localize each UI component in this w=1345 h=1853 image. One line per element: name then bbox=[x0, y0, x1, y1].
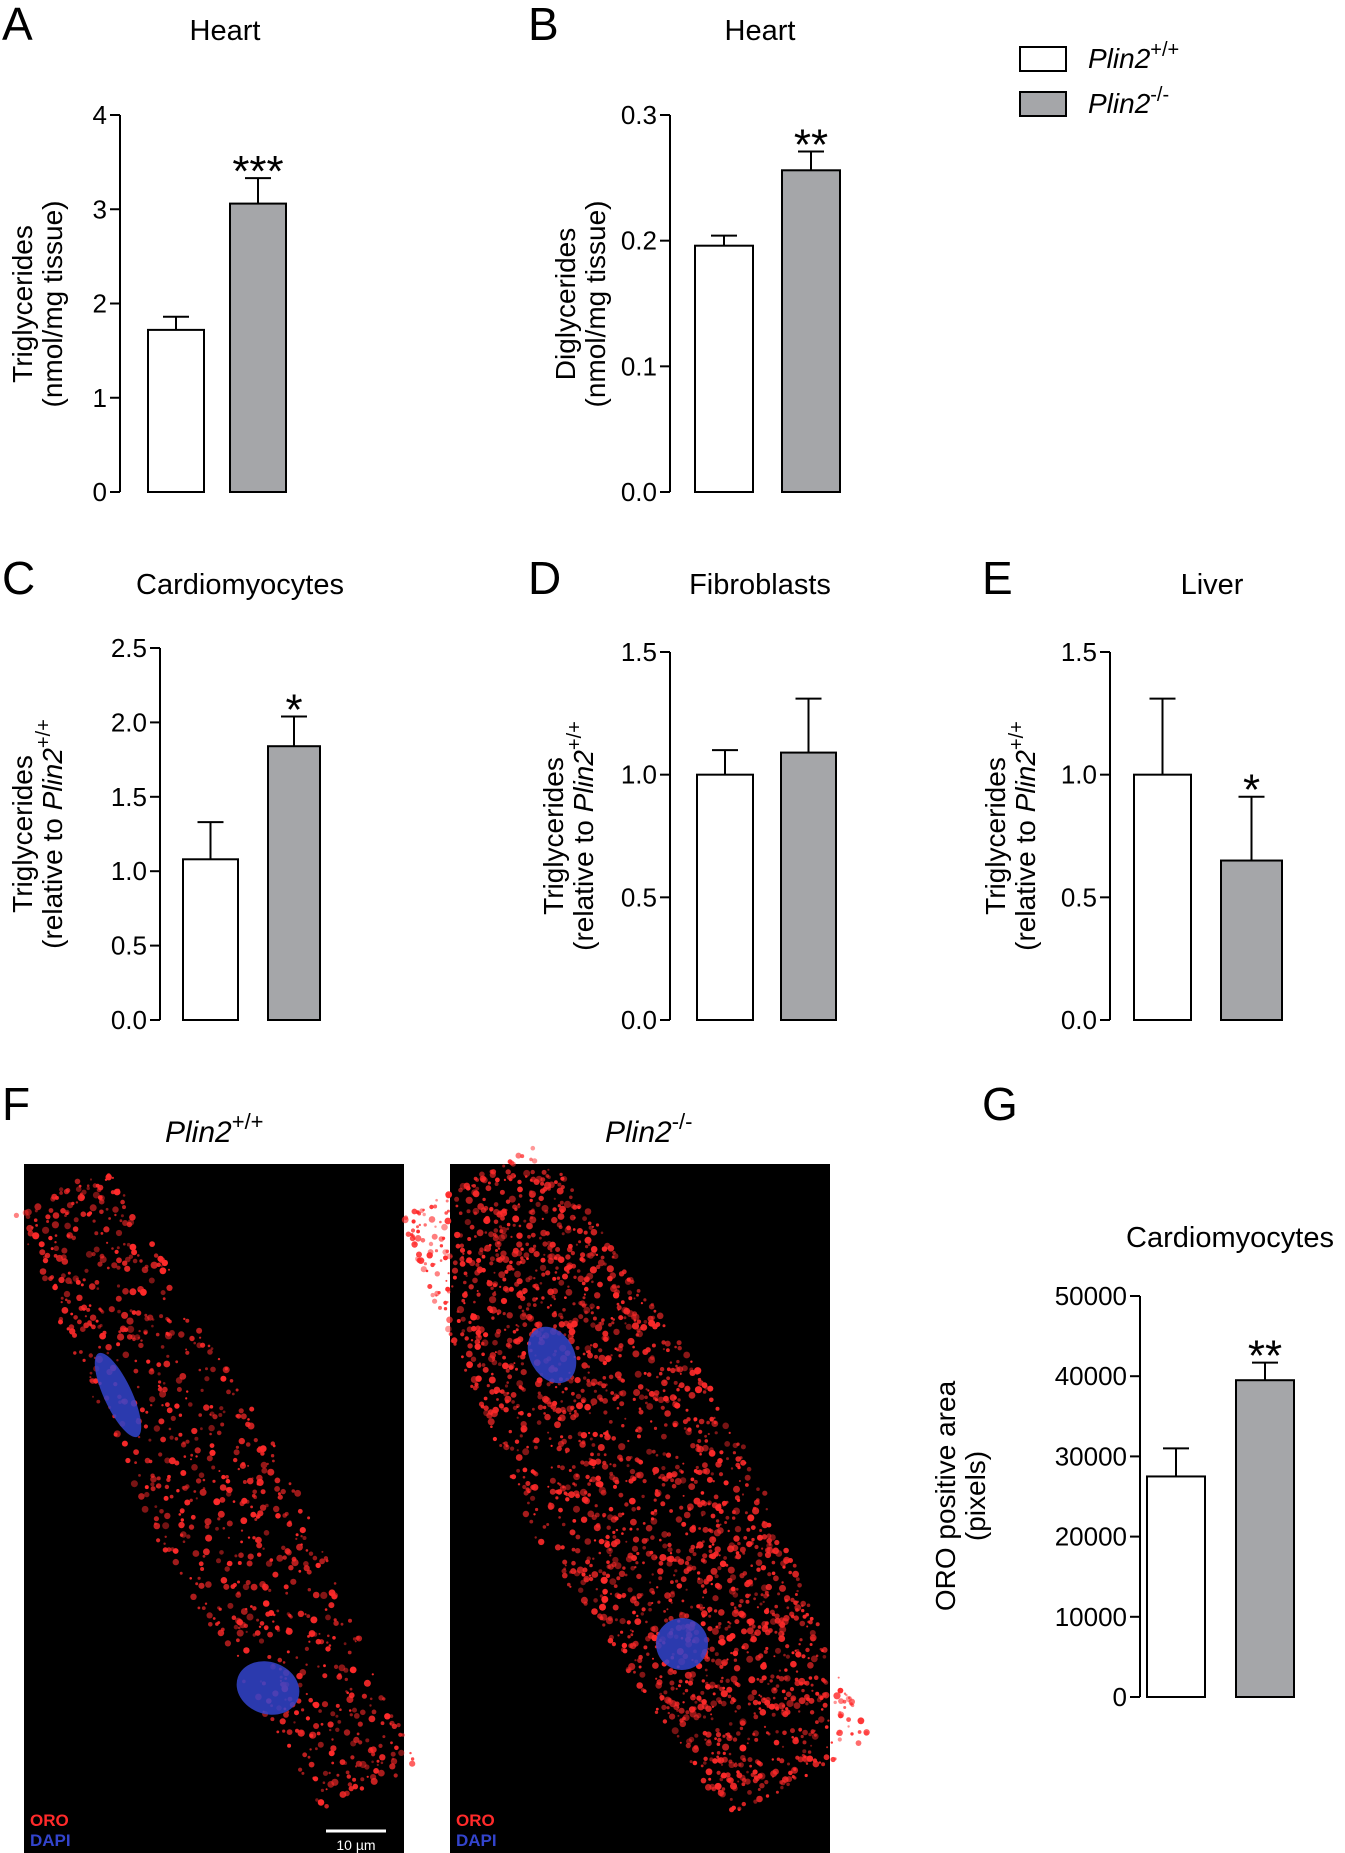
legend: Plin2+/+ Plin2-/- bbox=[1019, 39, 1179, 119]
scale-bar-label: 10 µm bbox=[336, 1837, 375, 1853]
y-axis-label-c: Triglycerides bbox=[7, 755, 38, 913]
chart-panel-d: D Fibroblasts 0.0 0.5 1.0 1.5 Triglycerides (re… bbox=[528, 552, 837, 1035]
legend-label-knockout: Plin2-/- bbox=[1088, 84, 1169, 119]
y-tick-label-b: 0.0 bbox=[621, 477, 657, 507]
y-tick-label-c: 1.5 bbox=[111, 782, 147, 812]
y-axis-sublabel-a: (nmol/mg tissue) bbox=[37, 201, 68, 408]
significance-marker-a: *** bbox=[232, 147, 283, 196]
y-tick-label-c: 1.0 bbox=[111, 856, 147, 886]
chart-panel-e: E Liver 0.0 0.5 1.0 1.5 * Triglycerides (relativ… bbox=[980, 552, 1283, 1035]
significance-marker-b: ** bbox=[794, 120, 828, 169]
nucleus-dapi bbox=[94, 1352, 142, 1438]
y-axis-label-a: Triglycerides bbox=[7, 225, 38, 383]
cell-stain-overlay bbox=[13, 1145, 870, 1813]
bar-c-wildtype bbox=[182, 858, 239, 1022]
y-tick-label-d: 0.5 bbox=[621, 882, 657, 912]
y-tick-label-b: 0.3 bbox=[621, 100, 657, 130]
panel-letter-e: E bbox=[982, 552, 1013, 604]
nucleus-dapi bbox=[527, 1326, 577, 1384]
micrograph-wildtype bbox=[24, 1164, 404, 1853]
panel-letter-f: F bbox=[2, 1078, 30, 1130]
y-axis-sublabel-d: (relative to Plin2+/+ bbox=[564, 721, 599, 951]
y-tick-label-b: 0.1 bbox=[621, 351, 657, 381]
y-axis-label-b: Diglycerides bbox=[550, 228, 581, 381]
significance-marker-c: * bbox=[285, 685, 302, 734]
chart-title-b: Heart bbox=[725, 15, 796, 47]
micrograph-title-knockout: Plin2-/- bbox=[605, 1109, 692, 1149]
legend-swatch-wildtype bbox=[1019, 46, 1067, 72]
y-tick-label-c: 0.0 bbox=[111, 1005, 147, 1035]
y-tick-label-e: 0.0 bbox=[1061, 1005, 1097, 1035]
y-tick-label-c: 2.0 bbox=[111, 707, 147, 737]
y-axis-label-e: Triglycerides bbox=[980, 757, 1011, 915]
y-axis-label-g: ORO positive area bbox=[930, 1380, 961, 1611]
y-tick-label-g: 0 bbox=[1113, 1682, 1127, 1712]
chart-panel-g: G Cardiomyocytes 0 10000 20000 30000 40000 5000… bbox=[930, 1078, 1334, 1712]
y-tick-label-b: 0.2 bbox=[621, 226, 657, 256]
panel-letter-b: B bbox=[528, 0, 559, 50]
stain-label-dapi-left: DAPI bbox=[30, 1831, 71, 1850]
nucleus-dapi bbox=[236, 1661, 300, 1715]
legend-swatch-knockout bbox=[1019, 91, 1067, 117]
y-axis-sublabel-e: (relative to Plin2+/+ bbox=[1006, 721, 1041, 951]
y-tick-label-d: 1.5 bbox=[621, 637, 657, 667]
bar-d-wildtype bbox=[696, 773, 754, 1022]
chart-panel-c: C Cardiomyocytes 0.0 0.5 1.0 1.5 2.0 2.5 * Trigly… bbox=[2, 552, 344, 1035]
y-tick-label-g: 40000 bbox=[1055, 1361, 1127, 1391]
chart-title-g: Cardiomyocytes bbox=[1126, 1222, 1334, 1254]
y-tick-label-a: 4 bbox=[93, 100, 107, 130]
y-tick-label-e: 0.5 bbox=[1061, 882, 1097, 912]
bar-e-knockout bbox=[1220, 859, 1283, 1021]
chart-title-d: Fibroblasts bbox=[689, 569, 831, 601]
stain-label-oro-left: ORO bbox=[30, 1811, 69, 1830]
bar-a-knockout bbox=[229, 202, 287, 493]
y-tick-label-e: 1.5 bbox=[1061, 637, 1097, 667]
y-tick-label-c: 0.5 bbox=[111, 931, 147, 961]
chart-panel-a: A Heart 0 1 2 3 4 *** Triglycerides (nmol/mg tiss… bbox=[2, 0, 287, 507]
y-tick-label-d: 1.0 bbox=[621, 760, 657, 790]
y-tick-label-g: 10000 bbox=[1055, 1602, 1127, 1632]
panel-letter-c: C bbox=[2, 552, 35, 604]
panel-letter-g: G bbox=[982, 1078, 1018, 1130]
y-tick-label-c: 2.5 bbox=[111, 633, 147, 663]
bar-c-knockout bbox=[267, 745, 321, 1021]
y-axis-sublabel-g: (pixels) bbox=[960, 1451, 991, 1541]
y-tick-label-a: 3 bbox=[93, 194, 107, 224]
bar-a-wildtype bbox=[147, 328, 205, 494]
micrograph-panel: F Plin2+/+ Plin2-/- ORO DAPI 10 µm ORO D… bbox=[2, 1078, 870, 1853]
y-tick-label-g: 30000 bbox=[1055, 1441, 1127, 1471]
chart-title-e: Liver bbox=[1181, 569, 1244, 601]
bar-g-wildtype bbox=[1146, 1475, 1206, 1698]
bar-d-knockout bbox=[780, 751, 837, 1021]
bar-e-wildtype bbox=[1133, 773, 1192, 1022]
y-tick-label-a: 1 bbox=[93, 383, 107, 413]
chart-title-c: Cardiomyocytes bbox=[136, 569, 344, 601]
nucleus-dapi bbox=[656, 1618, 708, 1670]
chart-title-a: Heart bbox=[190, 15, 261, 47]
y-tick-label-g: 50000 bbox=[1055, 1281, 1127, 1311]
y-tick-label-a: 0 bbox=[93, 477, 107, 507]
y-axis-sublabel-b: (nmol/mg tissue) bbox=[580, 201, 611, 408]
chart-panel-b: B Heart 0.0 0.1 0.2 0.3 ** Diglycerides (nmol/mg… bbox=[528, 0, 841, 507]
bar-b-wildtype bbox=[694, 244, 754, 493]
y-tick-label-d: 0.0 bbox=[621, 1005, 657, 1035]
y-tick-label-g: 20000 bbox=[1055, 1522, 1127, 1552]
bar-g-knockout bbox=[1235, 1379, 1295, 1698]
y-axis-sublabel-c: (relative to Plin2+/+ bbox=[33, 719, 68, 949]
significance-marker-e: * bbox=[1243, 766, 1260, 815]
y-tick-label-e: 1.0 bbox=[1061, 760, 1097, 790]
significance-marker-g: ** bbox=[1248, 1332, 1282, 1381]
y-axis-label-d: Triglycerides bbox=[538, 757, 569, 915]
panel-letter-d: D bbox=[528, 552, 561, 604]
micrograph-title-wildtype: Plin2+/+ bbox=[165, 1109, 264, 1149]
legend-label-wildtype: Plin2+/+ bbox=[1088, 39, 1179, 74]
bar-b-knockout bbox=[781, 169, 841, 493]
panel-letter-a: A bbox=[2, 0, 33, 50]
y-tick-label-a: 2 bbox=[93, 289, 107, 319]
stain-label-dapi-right: DAPI bbox=[456, 1831, 497, 1850]
stain-label-oro-right: ORO bbox=[456, 1811, 495, 1830]
